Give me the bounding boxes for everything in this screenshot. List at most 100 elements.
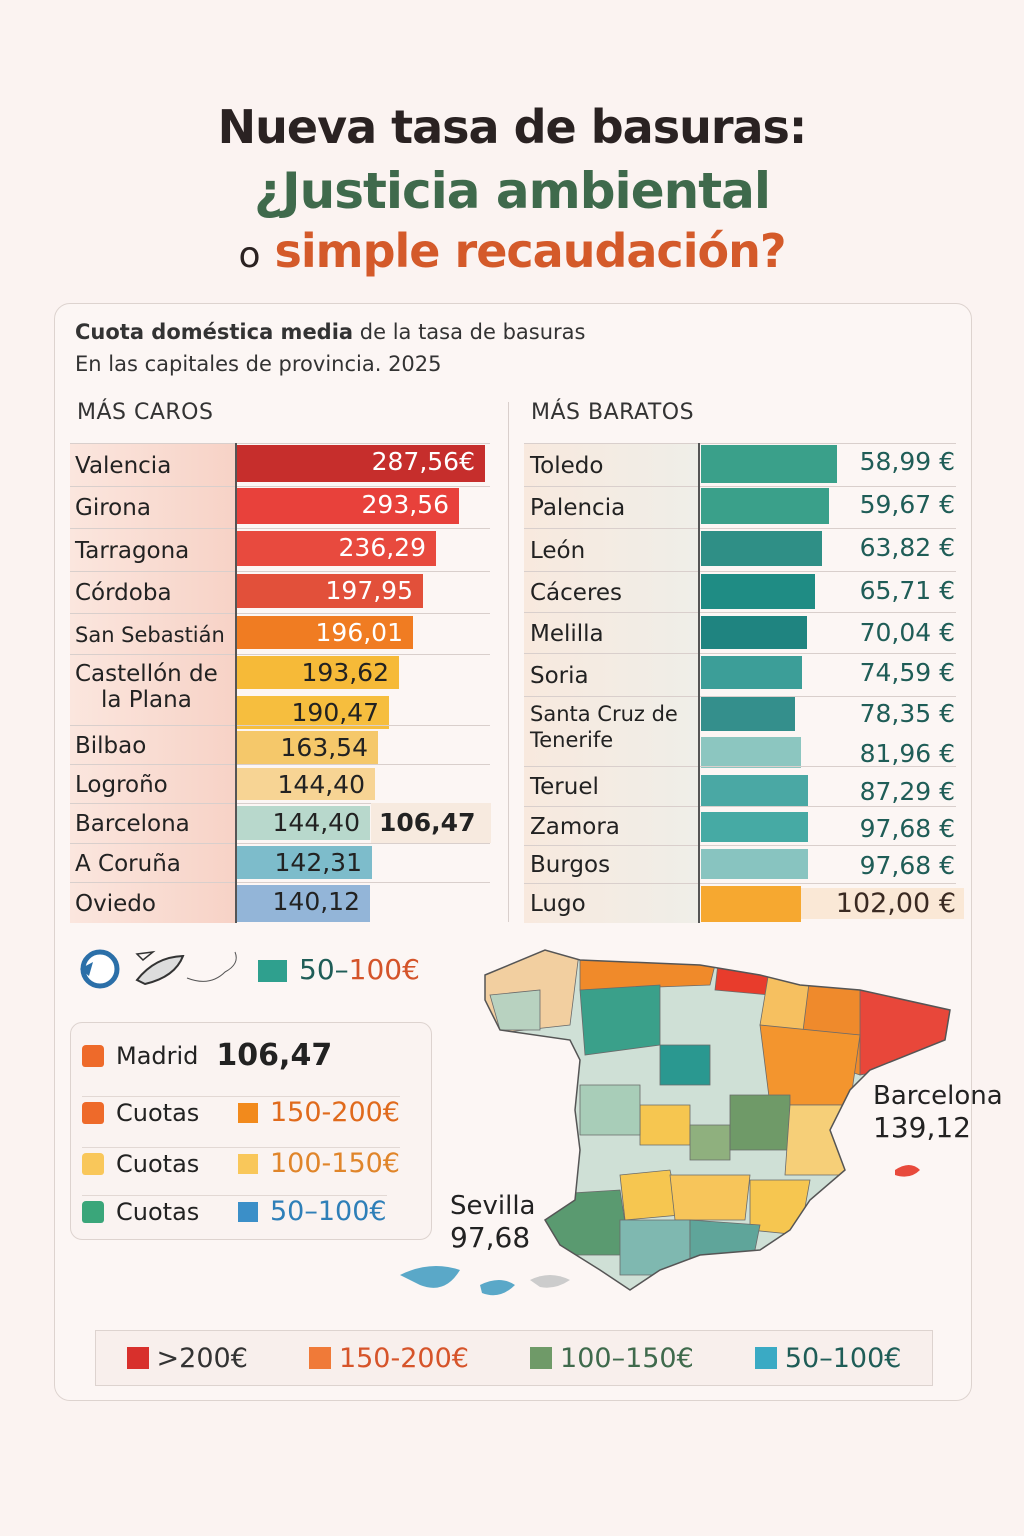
legend-item: 100–150€ [530, 1343, 694, 1374]
bar [701, 849, 808, 879]
title-highlight: simple recaudación? [274, 224, 787, 278]
table-row: León [524, 528, 956, 571]
bar [701, 886, 801, 922]
legend-label: Cuotas [116, 1098, 200, 1127]
bar-value: 59,67 € [859, 490, 955, 519]
legend-swatch [308, 1347, 331, 1369]
table-row: Cáceres [524, 571, 956, 612]
legend-swatch [238, 1102, 258, 1123]
bar: 197,95 [237, 574, 423, 608]
table-row: Soria [524, 653, 956, 696]
table-row: Toledo [524, 443, 956, 486]
bar-value: 102,00 € [801, 888, 964, 919]
bar [701, 697, 795, 731]
bar: 163,54 [237, 731, 378, 764]
legend-label: Madrid [116, 1041, 199, 1070]
legend-bin-icon [82, 1200, 104, 1223]
bar-label: San Sebastián [75, 622, 225, 647]
bar-label: Santa Cruz de Tenerife [530, 702, 678, 752]
bar-label: Tarragona [75, 537, 190, 564]
title-prefix: o [238, 235, 260, 276]
table-row: Teruel [524, 766, 956, 806]
bar [701, 616, 807, 649]
table-row: Barcelona [70, 803, 490, 843]
bar-extra-label: 106,47 [371, 803, 491, 843]
bar-value: 70,04 € [859, 618, 955, 647]
bar-label: Logroño [75, 771, 168, 798]
legend-row: Cuotas 100-150€ [82, 1147, 400, 1179]
bar-label: Castellón de la Plana [75, 661, 235, 713]
bar-label: Toledo [530, 452, 604, 479]
callout-city: Barcelona [873, 1081, 1003, 1111]
legend-label: >200€ [156, 1342, 248, 1374]
legend-value: 150-200€ [270, 1097, 400, 1128]
table-row: San Sebastián [70, 613, 490, 654]
bar-label: Córdoba [75, 580, 172, 606]
legend-swatch-teal [258, 960, 287, 982]
bar [701, 812, 808, 842]
table-row: Melilla [524, 612, 956, 653]
top-legend-a: 50– [299, 953, 349, 986]
legend-item: 50–100€ [754, 1342, 902, 1374]
bar-value: 58,99 € [859, 447, 955, 476]
legend-item: 150-200€ [308, 1343, 469, 1374]
bar-label: Melilla [530, 620, 604, 647]
bar: 140,12 [237, 885, 370, 922]
bar: 236,29 [237, 531, 436, 566]
bar-label: Bilbao [75, 732, 147, 759]
callout-value: 97,68 [450, 1221, 531, 1254]
bar-value: 97,68 € [859, 814, 955, 843]
right-label-bg [524, 443, 698, 923]
legend-swatch [126, 1347, 149, 1369]
table-row: Burgos [524, 845, 956, 883]
table-row: Castellón de la Plana [70, 654, 490, 725]
table-row: Lugo [524, 883, 956, 922]
bar-value: 78,35 € [859, 699, 955, 728]
subtitle-bold: Cuota doméstica media [75, 320, 354, 344]
bar: 287,56€ [237, 445, 485, 482]
column-divider [508, 402, 509, 922]
bar [701, 656, 802, 689]
bar-value: 87,29 € [859, 777, 955, 806]
bar-label: Palencia [530, 495, 626, 521]
legend-bin-icon [82, 1044, 104, 1067]
top-legend-label: 50–100€ [299, 953, 420, 986]
callout-value: 139,12 [873, 1111, 971, 1144]
bar: 144,40 [237, 806, 370, 840]
table-row: Palencia [524, 486, 956, 528]
bar-value: 74,59 € [859, 658, 955, 687]
bar-label: Valencia [75, 452, 172, 479]
islands-icon [80, 949, 237, 989]
callout-city: Sevilla [450, 1191, 536, 1221]
right-axis [698, 443, 700, 923]
bar-label: Girona [75, 495, 151, 521]
legend-row: Madrid 106,47 [82, 1038, 332, 1073]
subtitle: Cuota doméstica media de la tasa de basu… [75, 320, 585, 344]
legend-label: Cuotas [116, 1149, 200, 1178]
bar: 190,47 [237, 696, 389, 729]
bar [701, 445, 837, 483]
bar: 293,56 [237, 488, 459, 524]
bar-label: Soria [530, 662, 589, 689]
table-row: Valencia [70, 443, 490, 486]
title-line-3: o simple recaudación? [0, 224, 1024, 278]
bar-label: Lugo [530, 890, 586, 917]
bar-label: Zamora [530, 813, 620, 840]
bar: 142,31 [237, 846, 372, 879]
bar-value: 65,71 € [859, 576, 955, 605]
legend-label: 50–100€ [784, 1342, 902, 1374]
bar-label: León [530, 537, 586, 564]
bar-value: 63,82 € [859, 533, 955, 562]
bar [701, 531, 822, 566]
spain-map [400, 949, 951, 1296]
table-row: Zamora [524, 806, 956, 845]
table-row: Santa Cruz de Tenerife [524, 696, 956, 766]
bar [701, 488, 829, 524]
legend-label: Cuotas [116, 1197, 200, 1226]
legend-swatch [238, 1153, 258, 1174]
table-row: Bilbao [70, 725, 490, 764]
bar-label: Teruel [530, 774, 599, 800]
bar-label: Burgos [530, 852, 611, 878]
table-row: Girona [70, 486, 490, 528]
